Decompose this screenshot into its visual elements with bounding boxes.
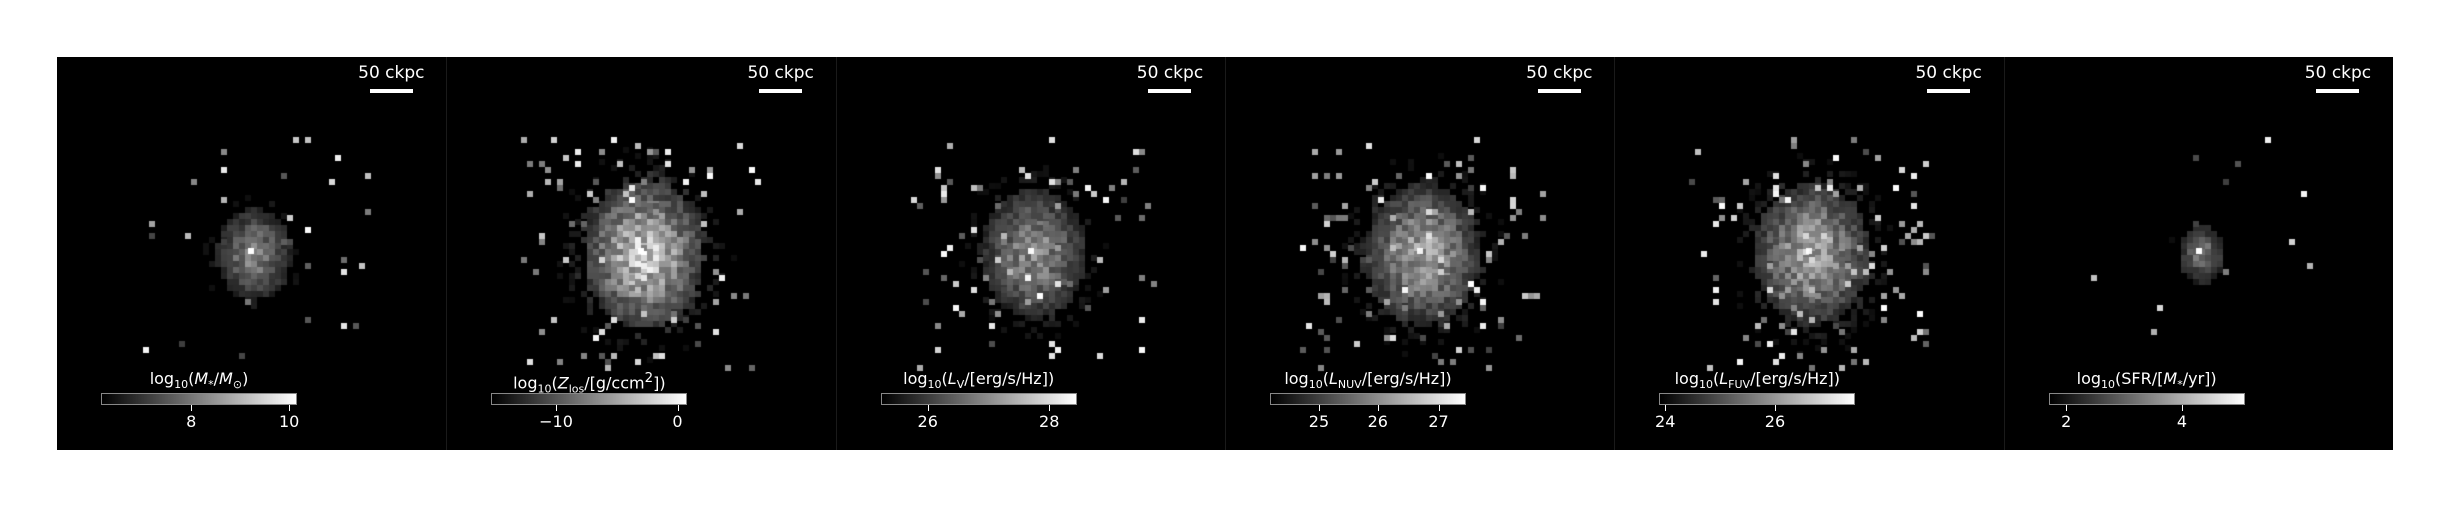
colorbar-title: log10(Zlos/[g/ccm2])	[513, 371, 666, 396]
scale-bar-label: 50 ckpc	[1915, 63, 1982, 83]
map-panel-nuv-luminosity: 50 ckpc log10(LNUV/[erg/s/Hz]) 25 26 27	[1224, 57, 1615, 450]
galaxy-image	[1225, 57, 1615, 450]
colorbar-gradient	[2048, 393, 2245, 405]
colorbar-tick-label: 0	[672, 412, 683, 431]
scale-bar-line	[369, 89, 413, 93]
colorbar-tick-label: 26	[917, 412, 938, 431]
colorbar-title: log10(LNUV/[erg/s/Hz])	[1284, 369, 1452, 392]
scale-bar: 50 ckpc	[1914, 63, 1984, 93]
colorbar-tick	[677, 405, 679, 411]
galaxy-map-strip: 50 ckpc log10(M*/M⊙) 8 10 50 ckpc log10(Zlos/…	[57, 57, 2393, 450]
colorbar-tick	[927, 405, 929, 411]
colorbar-tick-label: 28	[1039, 412, 1060, 431]
colorbar-tick-label: 25	[1308, 412, 1330, 431]
colorbar-gradient	[880, 393, 1077, 405]
galaxy-image	[836, 57, 1225, 450]
colorbar-tick	[1049, 405, 1051, 411]
map-panel-fuv-luminosity: 50 ckpc log10(LFUV/[erg/s/Hz]) 24 26	[1614, 57, 2004, 450]
colorbar-title: log10(LFUV/[erg/s/Hz])	[1674, 369, 1841, 392]
colorbar-tick	[2066, 405, 2068, 411]
scale-bar-label: 50 ckpc	[2304, 63, 2372, 83]
colorbar-title: log10(LV/[erg/s/Hz])	[903, 369, 1055, 392]
colorbar-tick	[2181, 405, 2183, 411]
colorbar-tick-label: 10	[278, 412, 300, 431]
map-panel-metallicity: 50 ckpc log10(Zlos/[g/ccm2]) −10 0	[446, 57, 836, 450]
colorbar-gradient	[1659, 393, 1856, 405]
colorbar-gradient	[491, 393, 688, 405]
colorbar-tick	[1774, 405, 1776, 411]
scale-bar-line	[1927, 89, 1971, 93]
colorbar-tick-label: 27	[1428, 412, 1449, 431]
scale-bar-label: 50 ckpc	[1526, 63, 1593, 83]
scale-bar: 50 ckpc	[356, 63, 426, 93]
scale-bar: 50 ckpc	[746, 63, 816, 93]
scale-bar: 50 ckpc	[1135, 63, 1205, 93]
colorbar-tick	[1377, 405, 1379, 411]
galaxy-image	[57, 57, 446, 450]
colorbar-tick	[191, 405, 193, 411]
scale-bar-line	[1537, 89, 1581, 93]
colorbar-tick-label: −10	[539, 412, 573, 431]
colorbar-gradient	[1269, 393, 1466, 405]
colorbar-tick-label: 26	[1367, 412, 1388, 431]
colorbar-tick-label: 8	[186, 412, 197, 431]
scale-bar-line	[759, 89, 803, 93]
scale-bar-label: 50 ckpc	[747, 63, 814, 83]
map-panel-stellar-mass: 50 ckpc log10(M*/M⊙) 8 10	[57, 57, 447, 450]
colorbar-tick	[289, 405, 291, 411]
scale-bar-line	[2316, 89, 2360, 93]
colorbar-tick-label: 2	[2061, 412, 2072, 431]
scale-bar-label: 50 ckpc	[1136, 63, 1204, 83]
colorbar-tick-label: 26	[1764, 412, 1786, 431]
scale-bar-line	[1148, 89, 1192, 93]
colorbar-tick	[1318, 405, 1320, 411]
colorbar-gradient	[101, 393, 297, 405]
galaxy-image	[447, 57, 836, 450]
galaxy-image	[2004, 57, 2393, 450]
colorbar-tick-label: 4	[2176, 412, 2187, 431]
galaxy-image	[1615, 57, 2004, 450]
colorbar-title: log10(M*/M⊙)	[149, 369, 249, 392]
scale-bar: 50 ckpc	[1524, 63, 1594, 93]
map-panel-v-band-luminosity: 50 ckpc log10(LV/[erg/s/Hz]) 26 28	[835, 57, 1225, 450]
colorbar-tick-label: 24	[1655, 412, 1676, 431]
scale-bar-label: 50 ckpc	[358, 63, 425, 83]
colorbar-tick	[556, 405, 557, 411]
map-panel-star-formation-rate: 50 ckpc log10(SFR/[M*/yr]) 2 4	[2003, 57, 2393, 450]
colorbar-title: log10(SFR/[M*/yr])	[2076, 369, 2217, 392]
colorbar-tick	[1438, 405, 1440, 411]
colorbar-tick	[1665, 405, 1667, 411]
scale-bar: 50 ckpc	[2303, 63, 2373, 93]
